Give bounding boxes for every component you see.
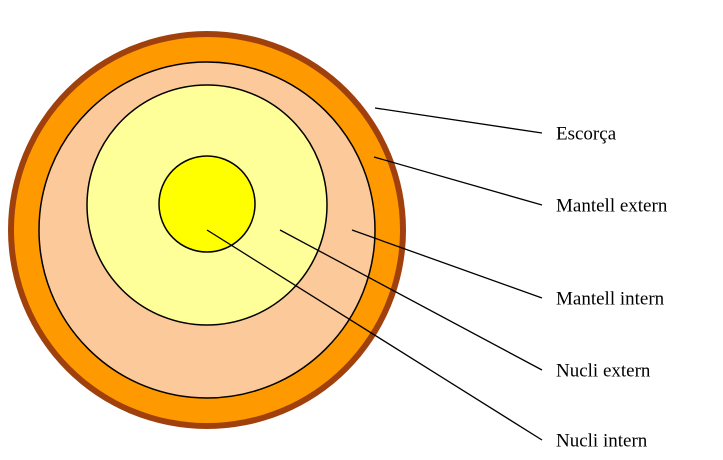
layer-label: Nucli extern bbox=[556, 360, 651, 381]
layer-label: Mantell intern bbox=[556, 288, 665, 309]
layer-label: Mantell extern bbox=[556, 195, 668, 216]
layer-label: Nucli intern bbox=[556, 430, 648, 451]
page: Escorça Mantell extern Mantell intern Nu… bbox=[0, 0, 723, 460]
inner-core bbox=[159, 156, 255, 252]
leader-line bbox=[375, 108, 542, 133]
earth-layers-diagram: Escorça Mantell extern Mantell intern Nu… bbox=[0, 0, 723, 460]
layer-label: Escorça bbox=[556, 123, 617, 144]
